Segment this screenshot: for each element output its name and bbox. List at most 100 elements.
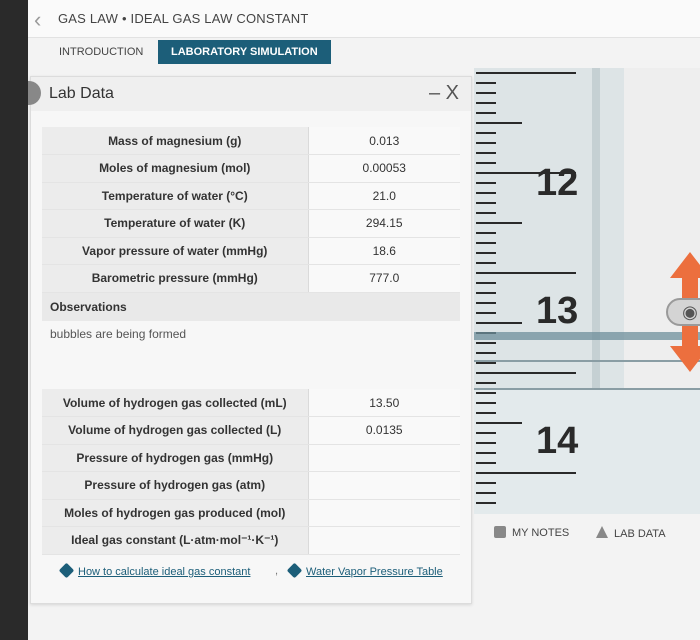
scale-tick <box>476 372 576 374</box>
lab-data-panel: Lab Data – X Mass of magnesium (g) 0.013 M… <box>28 76 472 604</box>
row-label: Volume of hydrogen gas collected (mL) <box>42 389 309 417</box>
tab-bar: INTRODUCTION LABORATORY SIMULATION <box>28 38 700 68</box>
observations-text[interactable]: bubbles are being formed <box>42 323 460 387</box>
scale-tick <box>476 442 496 444</box>
link-separator: , <box>275 565 279 577</box>
link-calculate-ideal-gas-constant[interactable]: How to calculate ideal gas constant <box>58 562 251 579</box>
table-row: Volume of hydrogen gas collected (L) 0.01… <box>42 416 460 445</box>
panel-header: Lab Data – X <box>28 77 471 111</box>
scale-tick <box>476 452 496 454</box>
tag-icon <box>58 562 75 579</box>
scale-tick <box>476 282 496 284</box>
table-row: Volume of hydrogen gas collected (mL) 13.… <box>42 389 460 417</box>
row-value-input[interactable]: 0.00053 <box>308 154 460 183</box>
meniscus-line <box>474 360 700 362</box>
observations-heading: Observations <box>42 293 460 321</box>
row-label: Volume of hydrogen gas collected (L) <box>42 416 309 445</box>
page-title: GAS LAW • IDEAL GAS LAW CONSTANT <box>58 11 309 26</box>
row-value-input[interactable]: 13.50 <box>308 389 460 417</box>
notes-icon <box>494 526 506 538</box>
scale-tick <box>476 362 496 364</box>
table-row: Ideal gas constant (L·atm·mol⁻¹·K⁻¹) <box>42 526 460 555</box>
row-label: Pressure of hydrogen gas (mmHg) <box>42 444 309 472</box>
link-water-vapor-pressure-table[interactable]: Water Vapor Pressure Table <box>286 562 443 579</box>
scale-tick <box>476 292 496 294</box>
row-value-input[interactable]: 777.0 <box>308 264 460 293</box>
scale-label-12: 12 <box>536 162 579 204</box>
arrow-down-stem <box>682 326 698 346</box>
tab-introduction[interactable]: INTRODUCTION <box>59 46 144 58</box>
row-value-input[interactable]: 18.6 <box>308 237 460 265</box>
scale-tick <box>476 432 496 434</box>
row-label: Pressure of hydrogen gas (atm) <box>42 471 309 500</box>
row-value-input[interactable]: 0.013 <box>308 127 460 155</box>
scale-tick <box>476 222 522 224</box>
scale-tick <box>476 122 522 124</box>
tag-icon <box>286 562 303 579</box>
table-row: Mass of magnesium (g) 0.013 <box>42 127 460 155</box>
eye-level-drag-handle[interactable]: ◉ <box>666 252 700 382</box>
water-surface-line <box>474 388 700 390</box>
row-value-input[interactable] <box>308 499 460 527</box>
scale-tick <box>476 132 496 134</box>
tab-laboratory-simulation[interactable]: LABORATORY SIMULATION <box>158 40 331 64</box>
my-notes-label: MY NOTES <box>512 527 570 539</box>
scale-tick <box>476 242 496 244</box>
scale-tick <box>476 82 496 84</box>
scale-tick <box>476 312 496 314</box>
scale-tick <box>476 102 496 104</box>
row-value-input[interactable]: 21.0 <box>308 182 460 210</box>
row-label: Mass of magnesium (g) <box>42 127 309 155</box>
eudiometer-simulation: 12 13 14 ◉ <box>474 68 700 514</box>
row-label: Moles of hydrogen gas produced (mol) <box>42 499 309 527</box>
scale-tick <box>476 402 496 404</box>
scale-tick <box>476 392 496 394</box>
tube-wall <box>592 68 600 514</box>
eye-icon: ◉ <box>666 298 700 326</box>
scale-tick <box>476 72 576 74</box>
scale-tick <box>476 462 496 464</box>
row-value-input[interactable] <box>308 444 460 472</box>
lab-data-table-bottom: Volume of hydrogen gas collected (mL) 13.… <box>42 389 460 555</box>
arrow-up-stem <box>682 276 698 298</box>
lab-data-button[interactable]: LAB DATA <box>596 526 666 540</box>
scale-tick <box>476 342 496 344</box>
panel-title: Lab Data <box>49 85 114 102</box>
scale-tick <box>476 352 496 354</box>
scale-tick <box>476 142 496 144</box>
scale-tick <box>476 152 496 154</box>
scale-tick <box>476 162 496 164</box>
row-label: Temperature of water (K) <box>42 209 309 238</box>
bottom-toolbar: MY NOTES LAB DATA <box>474 518 700 548</box>
panel-minimize-close-button[interactable]: – X <box>428 82 459 104</box>
scale-tick <box>476 492 496 494</box>
table-row: Vapor pressure of water (mmHg) 18.6 <box>42 237 460 265</box>
row-value-input[interactable] <box>308 526 460 555</box>
table-row: Barometric pressure (mmHg) 777.0 <box>42 264 460 293</box>
my-notes-button[interactable]: MY NOTES <box>494 526 569 539</box>
scale-tick <box>476 262 496 264</box>
row-value-input[interactable]: 0.0135 <box>308 416 460 445</box>
table-row: Temperature of water (°C) 21.0 <box>42 182 460 210</box>
scale-tick <box>476 112 496 114</box>
link-label: How to calculate ideal gas constant <box>78 566 251 578</box>
back-chevron-icon[interactable]: ‹ <box>34 7 42 32</box>
table-row: Pressure of hydrogen gas (atm) <box>42 471 460 500</box>
scale-tick <box>476 202 496 204</box>
row-value-input[interactable] <box>308 471 460 500</box>
scale-tick <box>476 92 496 94</box>
row-value-input[interactable]: 294.15 <box>308 209 460 238</box>
help-links: How to calculate ideal gas constant , Wa… <box>51 562 471 583</box>
scale-label-13: 13 <box>536 290 579 332</box>
flask-icon <box>596 526 608 538</box>
scale-tick <box>476 232 496 234</box>
row-label: Vapor pressure of water (mmHg) <box>42 237 309 265</box>
arrow-down-icon <box>670 346 700 372</box>
water-meniscus <box>474 332 700 340</box>
table-row: Moles of hydrogen gas produced (mol) <box>42 499 460 527</box>
scale-tick <box>476 182 496 184</box>
scale-tick <box>476 482 496 484</box>
row-label: Ideal gas constant (L·atm·mol⁻¹·K⁻¹) <box>42 526 309 555</box>
scale-tick <box>476 412 496 414</box>
scale-tick <box>476 252 496 254</box>
